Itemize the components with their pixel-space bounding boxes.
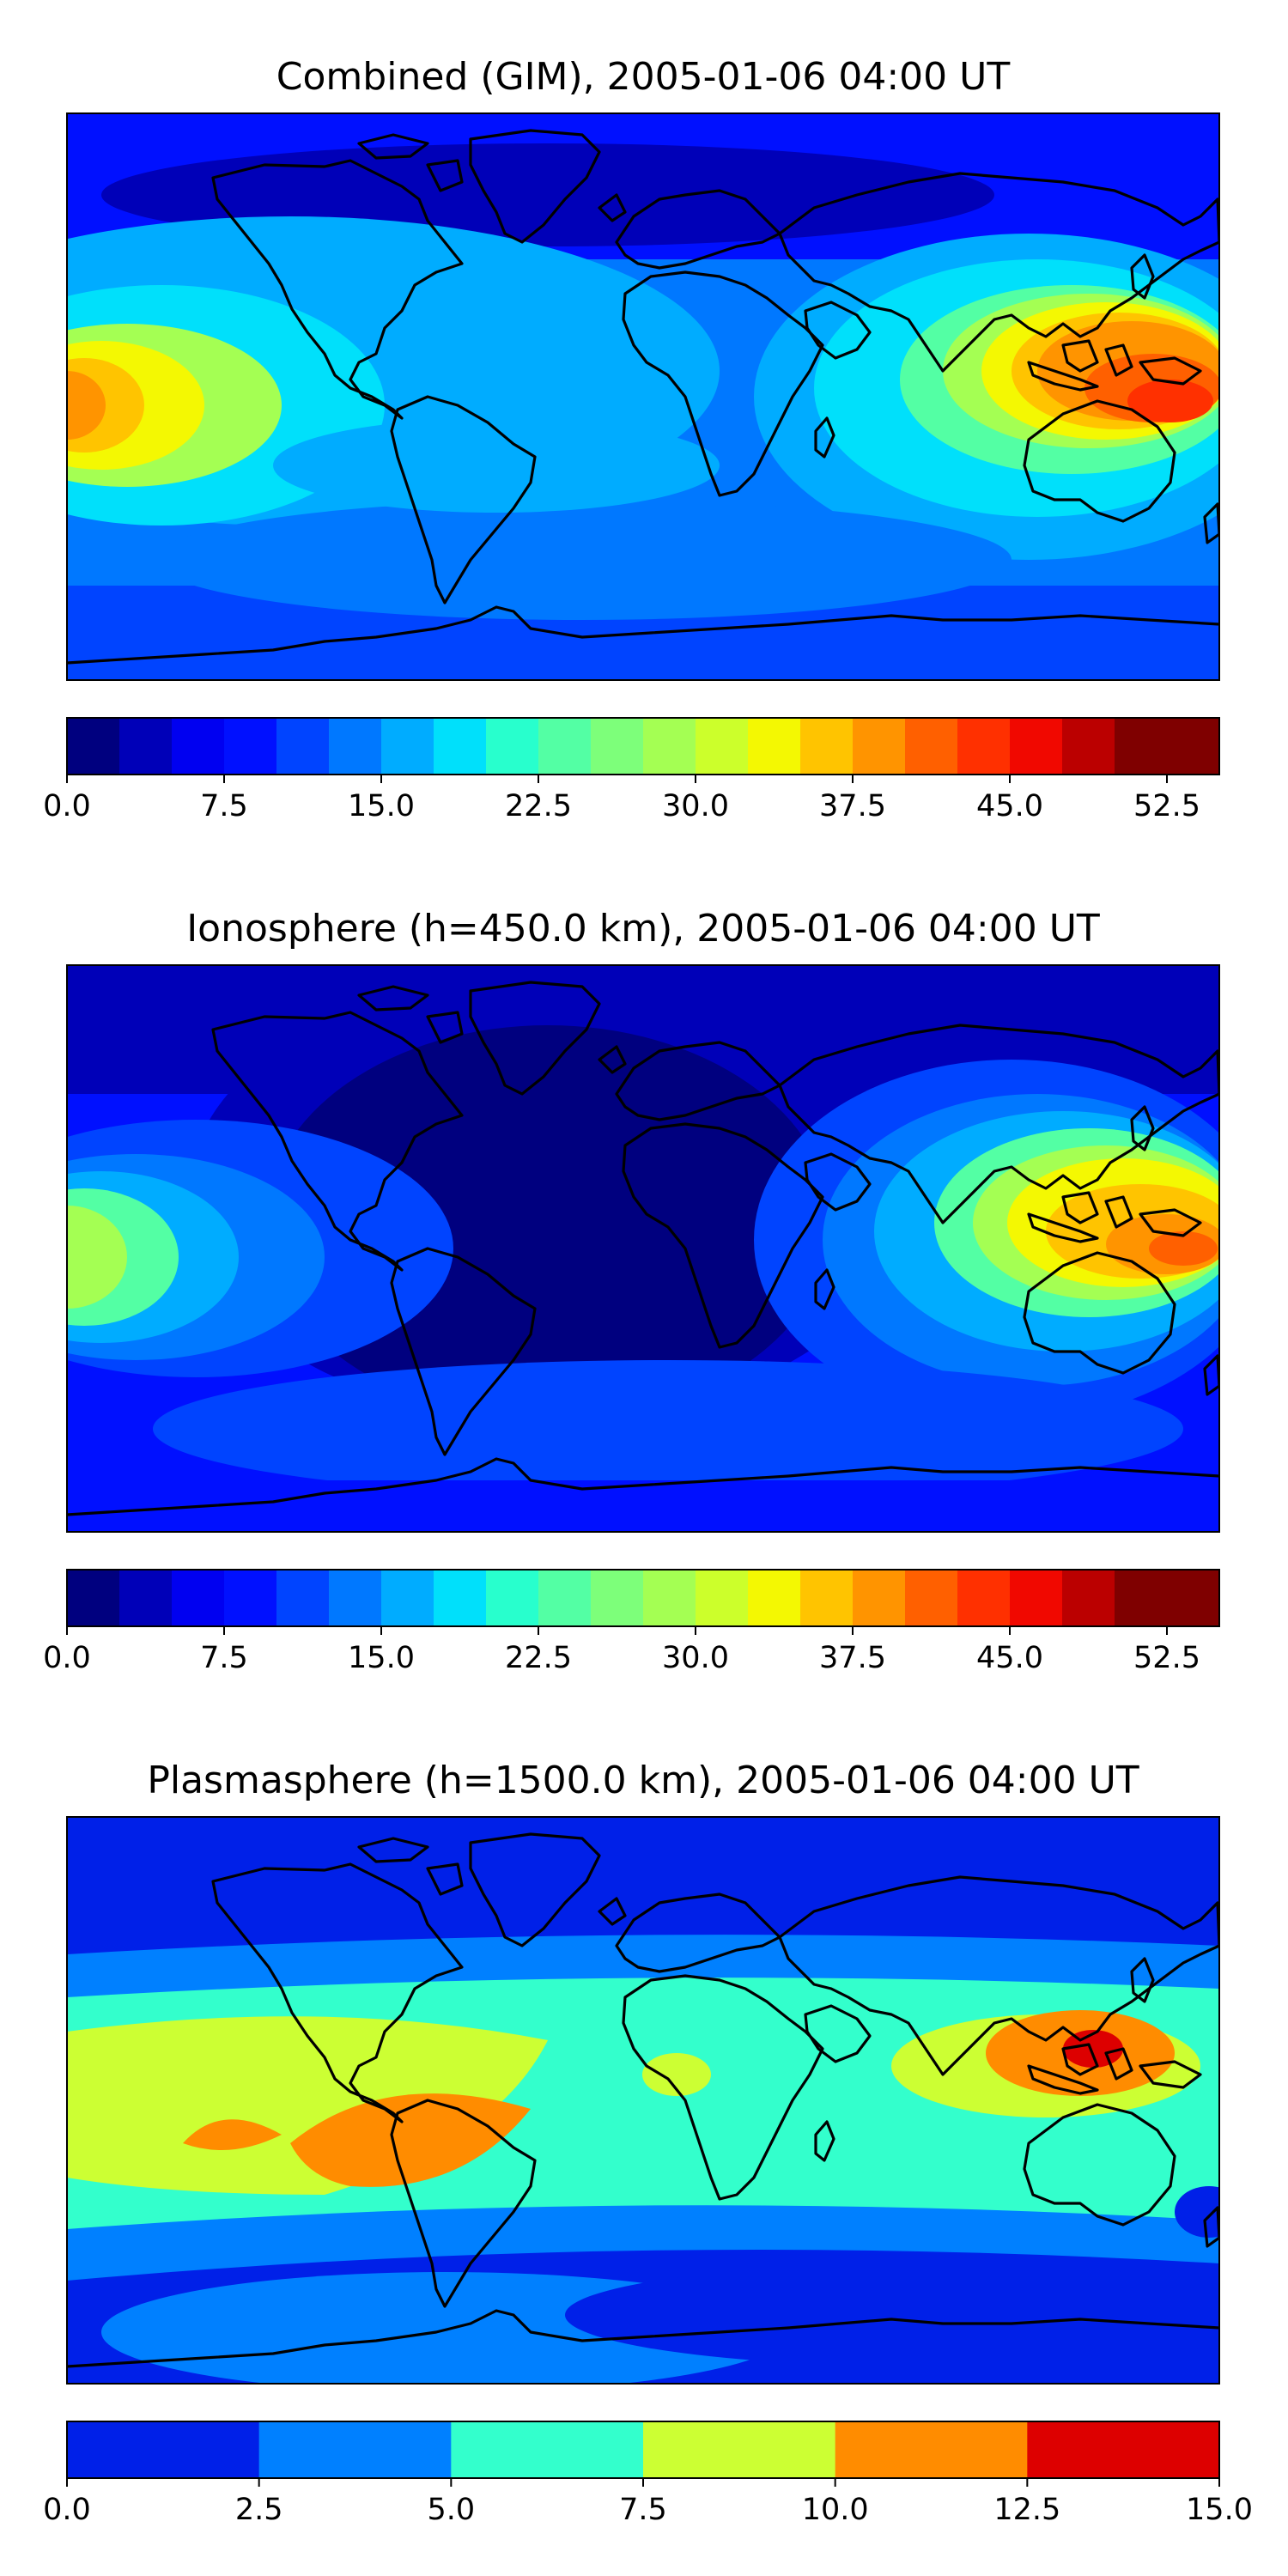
colorbar-tick-label: 7.5 — [200, 1641, 248, 1675]
colorbar-tick-label: 15.0 — [348, 789, 415, 823]
colorbar-segment — [538, 1570, 592, 1626]
colorbar-tick-label: 45.0 — [976, 789, 1043, 823]
map-ionosphere — [67, 965, 1219, 1532]
colorbar-segment — [67, 1570, 120, 1626]
colorbar-ticks-plasmasphere: 0.0 2.5 5.0 7.5 10.0 12.5 15.0 — [43, 2478, 1253, 2527]
colorbar-tick-label: 37.5 — [819, 1641, 886, 1675]
colorbar-combined — [66, 717, 1220, 775]
colorbar-ticks-combined: 0.0 7.5 15.0 22.5 30.0 37.5 45.0 52.5 — [43, 775, 1200, 823]
colorbar-tick-label: 12.5 — [993, 2493, 1060, 2527]
colorbar-segment — [224, 718, 277, 775]
colorbar-segment — [591, 1570, 644, 1626]
colorbar-segment — [905, 718, 958, 775]
panel-title-ionosphere: Ionosphere (h=450.0 km), 2005-01-06 04:0… — [186, 907, 1100, 951]
colorbar-segment — [276, 718, 330, 775]
colorbar-plasmasphere — [66, 2421, 1220, 2479]
colorbar-segment — [957, 718, 1011, 775]
colorbar-segment — [853, 718, 906, 775]
colorbar-segment — [1115, 1570, 1168, 1626]
map-combined — [67, 113, 1219, 680]
colorbar-tick-label: 52.5 — [1133, 789, 1200, 823]
colorbar-segment — [835, 2421, 1028, 2478]
colorbar-segment — [434, 718, 487, 775]
colorbar-frame — [66, 717, 1220, 775]
colorbar-segment — [172, 718, 225, 775]
colorbar-tick-label: 52.5 — [1133, 1641, 1200, 1675]
colorbar-segment — [643, 718, 696, 775]
colorbar-segment — [381, 718, 434, 775]
map-frame — [66, 964, 1220, 1533]
colorbar-segment — [800, 718, 854, 775]
map-frame — [66, 1816, 1220, 2385]
colorbar-frame — [66, 1569, 1220, 1627]
colorbar-tick-label: 22.5 — [505, 1641, 572, 1675]
colorbar-segment — [748, 1570, 801, 1626]
panel-plasmasphere: Plasmasphere (h=1500.0 km), 2005-01-06 0… — [43, 1759, 1253, 2527]
colorbar-segment — [381, 1570, 434, 1626]
colorbar-tick-label: 7.5 — [619, 2493, 667, 2527]
colorbar-segment — [258, 2421, 452, 2478]
colorbar-tick-label: 10.0 — [802, 2493, 869, 2527]
colorbar-segment — [329, 1570, 382, 1626]
colorbar-ticks-ionosphere: 0.0 7.5 15.0 22.5 30.0 37.5 45.0 52.5 — [43, 1626, 1200, 1675]
colorbar-segment — [119, 718, 173, 775]
colorbar-ionosphere — [66, 1569, 1220, 1627]
colorbar-segment — [451, 2421, 644, 2478]
colorbar-tick-label: 22.5 — [505, 789, 572, 823]
map-frame — [66, 112, 1220, 681]
colorbar-segment — [329, 718, 382, 775]
panel-ionosphere: Ionosphere (h=450.0 km), 2005-01-06 04:0… — [43, 907, 1220, 1675]
colorbar-tick-label: 45.0 — [976, 1641, 1043, 1675]
colorbar-tick-label: 15.0 — [1186, 2493, 1253, 2527]
colorbar-tick-label: 15.0 — [348, 1641, 415, 1675]
colorbar-segment — [696, 718, 749, 775]
colorbar-segment — [748, 718, 801, 775]
colorbar-segment — [1115, 718, 1168, 775]
colorbar-segment — [591, 718, 644, 775]
colorbar-segment — [434, 1570, 487, 1626]
colorbar-segment — [276, 1570, 330, 1626]
colorbar-segment — [1167, 718, 1220, 775]
colorbar-segment — [1167, 1570, 1220, 1626]
colorbar-segment — [696, 1570, 749, 1626]
colorbar-segment — [800, 1570, 854, 1626]
colorbar-tick-label: 30.0 — [662, 789, 729, 823]
colorbar-segment — [1062, 1570, 1115, 1626]
colorbar-segment — [643, 2421, 836, 2478]
colorbar-segment — [67, 2421, 260, 2478]
colorbar-tick-label: 7.5 — [200, 789, 248, 823]
colorbar-segment — [1010, 1570, 1063, 1626]
colorbar-segment — [67, 718, 120, 775]
panel-title-combined: Combined (GIM), 2005-01-06 04:00 UT — [276, 55, 1011, 99]
colorbar-segment — [643, 1570, 696, 1626]
colorbar-segment — [172, 1570, 225, 1626]
colorbar-tick-label: 5.0 — [427, 2493, 475, 2527]
panel-combined: Combined (GIM), 2005-01-06 04:00 UT — [43, 55, 1220, 823]
colorbar-segment — [905, 1570, 958, 1626]
colorbar-tick-label: 0.0 — [43, 789, 91, 823]
colorbar-segment — [538, 718, 592, 775]
colorbar-segment — [486, 1570, 539, 1626]
colorbar-segment — [119, 1570, 173, 1626]
colorbar-tick-label: 37.5 — [819, 789, 886, 823]
panel-title-plasmasphere: Plasmasphere (h=1500.0 km), 2005-01-06 0… — [147, 1759, 1139, 1802]
colorbar-segment — [957, 1570, 1011, 1626]
colorbar-tick-label: 0.0 — [43, 2493, 91, 2527]
map-plasmasphere — [67, 1817, 1219, 2384]
colorbar-tick-label: 30.0 — [662, 1641, 729, 1675]
colorbar-tick-label: 0.0 — [43, 1641, 91, 1675]
colorbar-segment — [853, 1570, 906, 1626]
colorbar-segment — [1062, 718, 1115, 775]
colorbar-segment — [1010, 718, 1063, 775]
colorbar-segment — [224, 1570, 277, 1626]
colorbar-tick-label: 2.5 — [235, 2493, 283, 2527]
colorbar-segment — [486, 718, 539, 775]
colorbar-segment — [1027, 2421, 1220, 2478]
